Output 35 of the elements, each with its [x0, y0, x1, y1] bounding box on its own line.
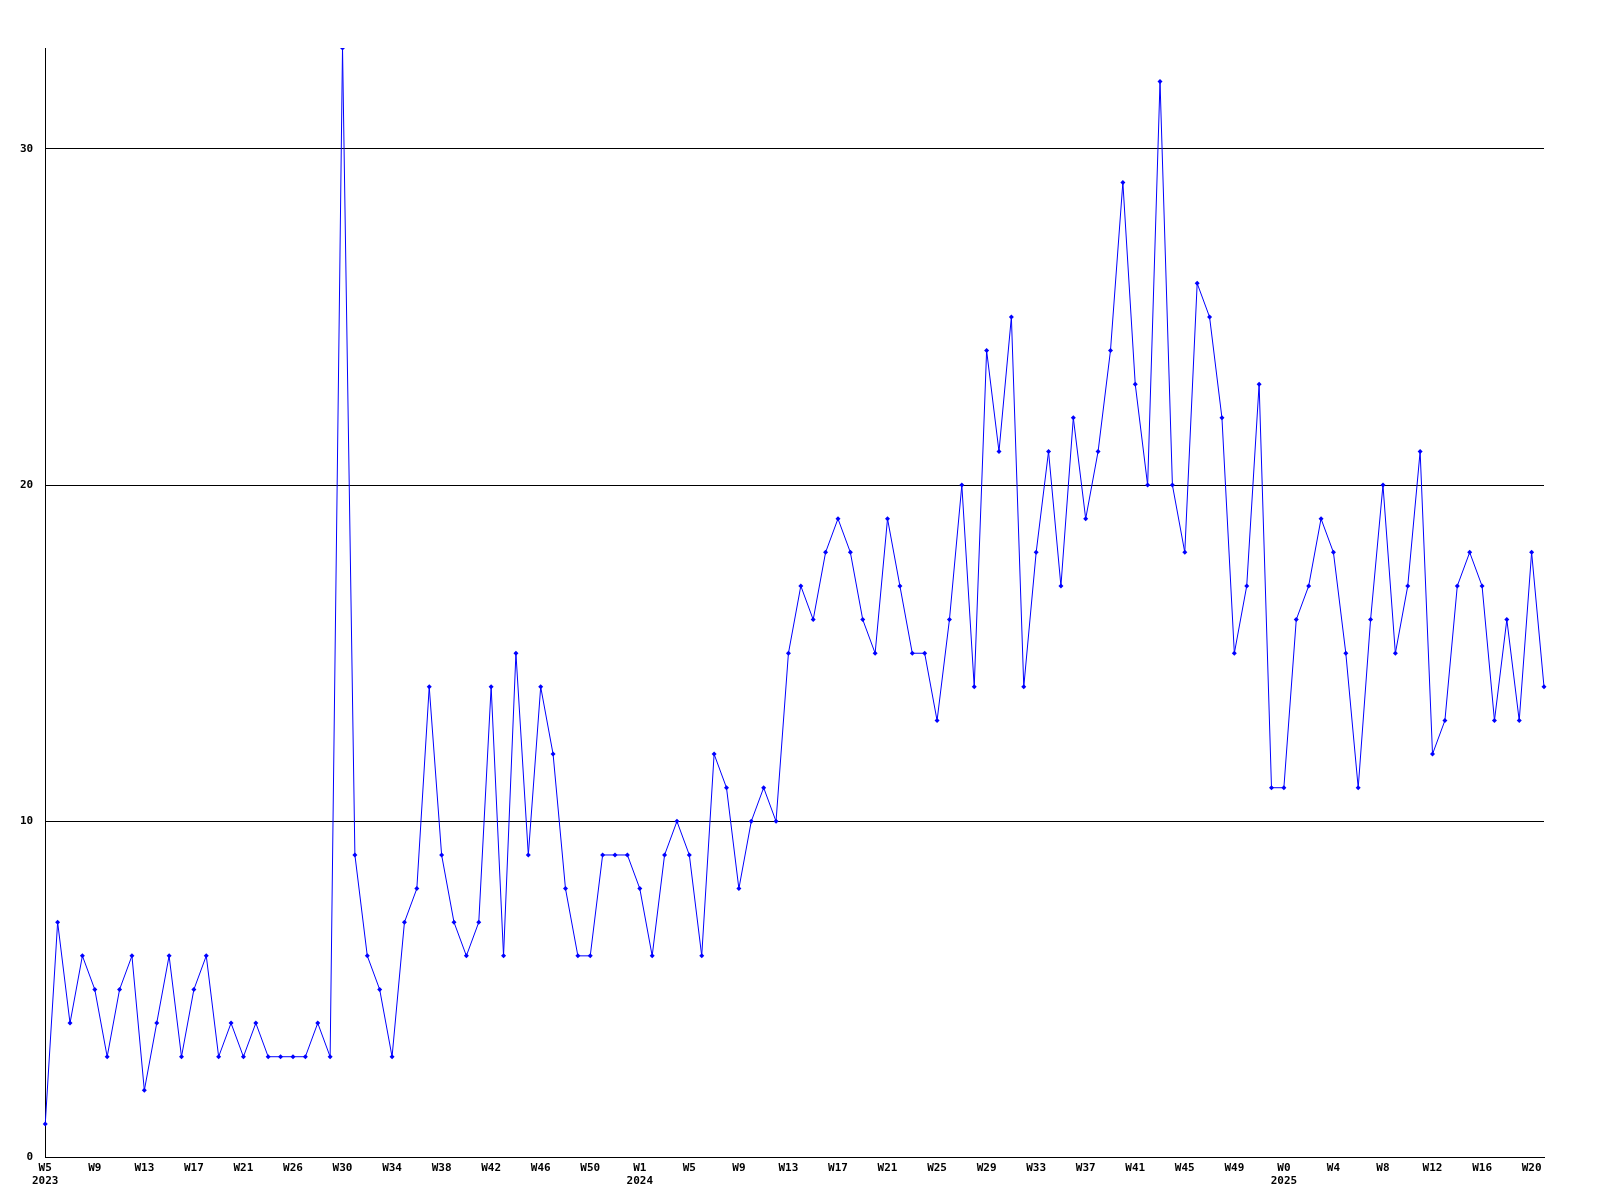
x-tick-label: W45: [1174, 1161, 1195, 1175]
x-tick-label: W13: [134, 1161, 155, 1175]
x-tick-label: W46: [530, 1161, 552, 1175]
x-tick-label: W8: [1376, 1161, 1390, 1175]
x-tick-label: W34: [382, 1161, 403, 1175]
x-tick-label: W17: [828, 1161, 848, 1175]
y-tick-label: 10: [20, 814, 34, 828]
x-tick-label: W5 2023: [32, 1161, 59, 1188]
x-tick-label: W16: [1472, 1161, 1493, 1175]
x-tick-label: W12: [1422, 1161, 1443, 1175]
x-tick-label: W21: [233, 1161, 254, 1175]
x-tick-label: W4: [1326, 1161, 1341, 1175]
x-tick-label: W17: [183, 1161, 204, 1175]
x-tick-label: W33: [1026, 1161, 1047, 1175]
x-tick-label: W5: [682, 1161, 696, 1175]
x-tick-label: W0 2025: [1270, 1161, 1298, 1188]
x-tick-label: W49: [1224, 1161, 1245, 1175]
x-tick-label: W50: [580, 1161, 601, 1175]
x-tick-label: W41: [1125, 1161, 1146, 1175]
y-tick-label: 20: [20, 477, 34, 491]
x-tick-label: W25: [927, 1161, 947, 1175]
x-tick-label: W37: [1075, 1161, 1096, 1175]
x-tick-label: W26: [283, 1161, 304, 1175]
x-tick-label: W20: [1521, 1161, 1542, 1175]
x-tick-label: W9: [732, 1161, 746, 1175]
x-tick-label: W13: [778, 1161, 799, 1175]
x-tick-label: W38: [431, 1161, 452, 1175]
x-tick-label: W42: [481, 1161, 502, 1175]
y-tick-label: 30: [20, 141, 34, 155]
x-tick-label: W9: [88, 1161, 102, 1175]
x-tick-label: W1 2024: [626, 1161, 654, 1188]
x-tick-label: W30: [332, 1161, 353, 1175]
x-tick-label: W29: [976, 1161, 997, 1175]
y-tick-label: 0: [26, 1150, 34, 1164]
x-tick-label: W21: [877, 1161, 898, 1175]
